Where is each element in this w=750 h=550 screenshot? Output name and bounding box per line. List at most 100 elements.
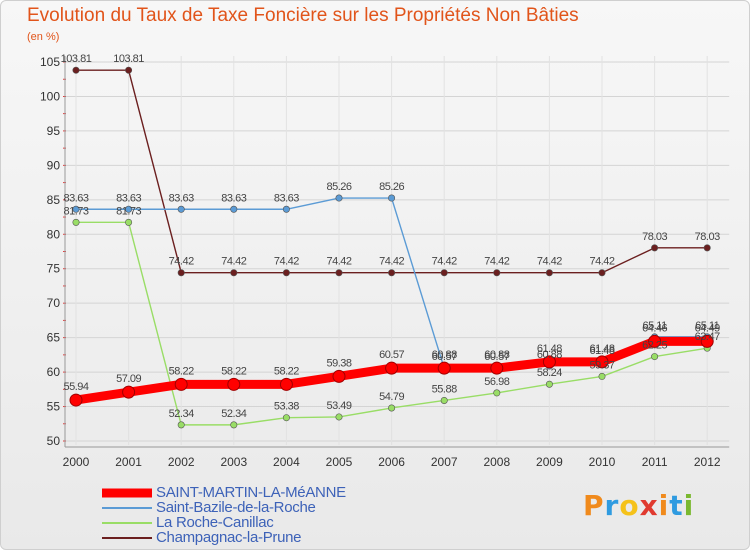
data-label-la-roche-canillac: 58.24	[537, 367, 562, 379]
data-label-champagnac-la-prune: 74.42	[221, 256, 246, 268]
data-label-saint-bazile-de-la-roche: 83.63	[274, 192, 299, 204]
data-label-la-roche-canillac: 55.88	[432, 383, 457, 395]
y-tick-label: 60	[47, 365, 61, 379]
data-point-saint-martin-la-me-anne	[700, 334, 714, 348]
data-point-la-roche-canillac	[72, 218, 80, 226]
data-point-saint-martin-la-me-anne	[69, 393, 83, 407]
data-point-saint-martin-la-me-anne	[490, 361, 504, 375]
series-layer	[69, 66, 714, 429]
x-tick-label: 2009	[536, 455, 563, 469]
x-tick-label: 2000	[63, 455, 90, 469]
data-point-la-roche-canillac	[335, 413, 343, 421]
data-point-champagnac-la-prune	[72, 66, 80, 74]
data-label-la-roche-canillac: 53.49	[326, 400, 351, 412]
data-label-la-roche-canillac: 52.34	[221, 408, 246, 420]
x-tick-label: 2002	[168, 455, 195, 469]
data-label-champagnac-la-prune: 74.42	[537, 256, 562, 268]
data-label-champagnac-la-prune: 74.42	[326, 256, 351, 268]
data-point-saint-martin-la-me-anne	[227, 377, 241, 391]
x-tick-label: 2010	[589, 455, 616, 469]
x-tick-label: 2004	[273, 455, 300, 469]
data-point-champagnac-la-prune	[125, 66, 133, 74]
data-point-saint-bazile-de-la-roche	[230, 205, 238, 213]
data-label-saint-bazile-de-la-roche: 65.11	[695, 320, 720, 332]
data-point-champagnac-la-prune	[388, 269, 396, 277]
data-point-la-roche-canillac	[598, 372, 606, 380]
data-label-saint-bazile-de-la-roche: 85.26	[326, 181, 351, 193]
logo-letter: i	[658, 489, 670, 522]
data-point-saint-martin-la-me-anne	[595, 355, 609, 369]
data-label-saint-martin-la-me-anne: 61.48	[537, 343, 562, 355]
data-label-saint-bazile-de-la-roche: 60.57	[432, 351, 457, 363]
axis-layer: 50 55 60 65 70 75 80 85 90 95 100 105 2000 2001 2002 20…	[40, 55, 730, 469]
data-label-saint-martin-la-me-anne: 61.48	[589, 343, 614, 355]
data-label-saint-martin-la-me-anne: 60.88	[484, 349, 509, 361]
data-label-saint-martin-la-me-anne: 60.88	[432, 349, 457, 361]
y-tick-label: 80	[47, 227, 61, 241]
data-point-la-roche-canillac	[493, 389, 501, 397]
data-label-la-roche-canillac: 53.38	[274, 401, 299, 413]
data-label-champagnac-la-prune: 74.42	[274, 256, 299, 268]
x-tick-label: 2003	[220, 455, 247, 469]
data-label-champagnac-la-prune: 74.42	[379, 256, 404, 268]
y-tick-label: 100	[40, 89, 60, 103]
data-label-saint-bazile-de-la-roche: 83.63	[169, 192, 194, 204]
data-point-saint-bazile-de-la-roche	[177, 205, 185, 213]
legend-label: La Roche-Canillac	[156, 514, 274, 531]
data-point-saint-bazile-de-la-roche	[125, 205, 133, 213]
data-point-la-roche-canillac	[440, 396, 448, 404]
data-point-la-roche-canillac	[177, 421, 185, 429]
data-label-saint-bazile-de-la-roche: 83.63	[63, 192, 88, 204]
y-tick-label: 75	[47, 262, 61, 276]
data-label-champagnac-la-prune: 74.42	[589, 256, 614, 268]
data-label-champagnac-la-prune: 78.03	[695, 231, 720, 243]
y-tick-label: 70	[47, 296, 61, 310]
grid-layer	[65, 56, 730, 445]
data-label-saint-martin-la-me-anne: 58.22	[169, 365, 194, 377]
data-label-champagnac-la-prune: 103.81	[113, 53, 144, 65]
data-label-saint-bazile-de-la-roche: 60.57	[484, 351, 509, 363]
y-tick-label: 95	[47, 124, 61, 138]
y-tick-label: 90	[47, 158, 61, 172]
data-label-saint-martin-la-me-anne: 64.49	[695, 322, 720, 334]
x-tick-label: 2008	[483, 455, 510, 469]
y-tick-label: 105	[40, 55, 60, 69]
data-label-saint-martin-la-me-anne: 64.46	[642, 322, 667, 334]
data-point-saint-martin-la-me-anne	[385, 361, 399, 375]
y-tick-label: 55	[47, 400, 61, 414]
logo-letter: o	[619, 489, 640, 522]
x-tick-label: 2001	[115, 455, 142, 469]
data-label-la-roche-canillac: 54.79	[379, 391, 404, 403]
data-label-la-roche-canillac: 52.34	[169, 408, 194, 420]
logo-letter: i	[683, 489, 695, 522]
legend-label: Saint-Bazile-de-la-Roche	[156, 499, 316, 516]
x-tick-label: 2012	[694, 455, 721, 469]
data-label-saint-bazile-de-la-roche: 65.11	[642, 320, 667, 332]
data-label-la-roche-canillac: 56.98	[484, 376, 509, 388]
legend-label: Champagnac-la-Prune	[156, 529, 302, 546]
data-point-saint-martin-la-me-anne	[648, 334, 662, 348]
y-tick-label: 65	[47, 331, 61, 345]
data-point-saint-martin-la-me-anne	[437, 361, 451, 375]
data-point-saint-bazile-de-la-roche	[388, 194, 396, 202]
chart-title: Evolution du Taux de Taxe Foncière sur l…	[27, 5, 579, 26]
data-label-saint-martin-la-me-anne: 59.38	[326, 357, 351, 369]
label-layer: 103.81 103.81 74.42 74.42 74.42 74.42 74.42 74.…	[61, 53, 721, 420]
logo-letter: x	[639, 489, 659, 522]
data-point-champagnac-la-prune	[598, 269, 606, 277]
data-label-la-roche-canillac: 59.37	[589, 359, 614, 371]
data-point-champagnac-la-prune	[177, 269, 185, 277]
x-tick-label: 2011	[642, 455, 668, 469]
logo-letter: r	[604, 489, 620, 522]
data-point-la-roche-canillac	[125, 218, 133, 226]
data-label-champagnac-la-prune: 103.81	[61, 53, 92, 65]
data-label-champagnac-la-prune: 78.03	[642, 231, 667, 243]
data-label-la-roche-canillac: 62.25	[642, 340, 667, 352]
data-point-saint-bazile-de-la-roche	[72, 205, 80, 213]
data-label-saint-martin-la-me-anne: 58.22	[221, 365, 246, 377]
data-point-champagnac-la-prune	[230, 269, 238, 277]
y-tick-label: 85	[47, 193, 61, 207]
x-tick-label: 2006	[378, 455, 405, 469]
data-label-champagnac-la-prune: 74.42	[169, 256, 194, 268]
